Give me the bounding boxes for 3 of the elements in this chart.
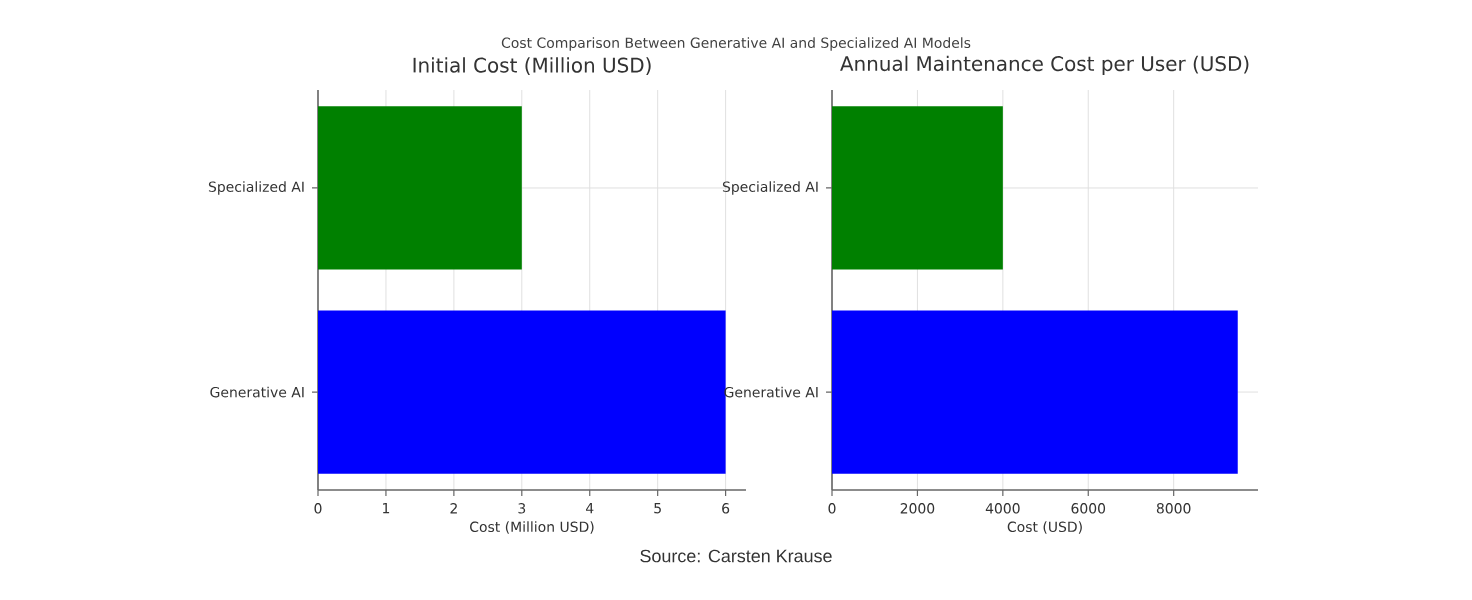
source-note: Source: Carsten Krause (640, 549, 832, 563)
chart-title: Annual Maintenance Cost per User (USD) (840, 55, 1249, 76)
chart-title: Initial Cost (Million USD) (413, 57, 651, 75)
